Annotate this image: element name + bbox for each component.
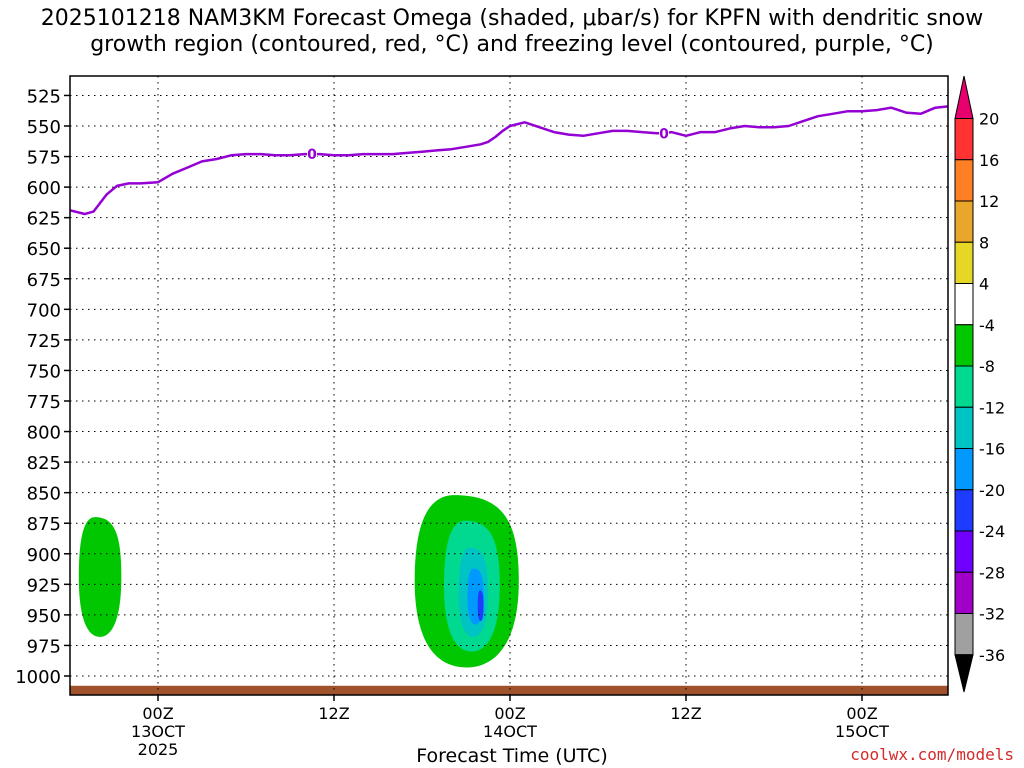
plot-frame xyxy=(69,75,949,696)
x-tick-label: 13OCT xyxy=(131,722,185,741)
colorbar-label: -32 xyxy=(979,605,1005,624)
colorbar-segment xyxy=(954,159,974,202)
colorbar-segment xyxy=(954,571,974,614)
y-tick-label: 675 xyxy=(27,270,61,291)
colorbar-segment xyxy=(954,241,974,284)
y-tick-label: 725 xyxy=(27,331,61,352)
colorbar-label: -4 xyxy=(979,316,995,335)
colorbar-segment xyxy=(954,489,974,532)
colorbar-label: 12 xyxy=(979,192,999,211)
x-tick-label: 00Z xyxy=(846,704,877,723)
y-tick-label: 1000 xyxy=(15,667,61,688)
y-tick-label: 850 xyxy=(27,484,61,505)
colorbar-label: -28 xyxy=(979,563,1005,582)
colorbar-label: -20 xyxy=(979,481,1005,500)
x-axis-label: Forecast Time (UTC) xyxy=(416,745,608,767)
freezing-level-label-bg xyxy=(659,125,669,142)
colorbar-segment xyxy=(954,75,974,119)
colorbar-segment xyxy=(954,448,974,491)
y-tick-label: 550 xyxy=(27,117,61,138)
colorbar-segment xyxy=(954,654,974,693)
x-tick-label: 00Z xyxy=(494,704,525,723)
y-tick-label: 625 xyxy=(27,209,61,230)
y-tick-label: 950 xyxy=(27,606,61,627)
y-tick-label: 525 xyxy=(27,86,61,107)
freezing-level-line xyxy=(69,105,949,216)
x-tick-label: 15OCT xyxy=(835,722,889,741)
freezing-level-label: 0 xyxy=(659,126,669,142)
colorbar-segment xyxy=(954,200,974,243)
y-tick-label: 700 xyxy=(27,300,61,321)
colorbar-segment xyxy=(954,406,974,449)
x-tick-label: 12Z xyxy=(318,704,349,723)
colorbar-label: 16 xyxy=(979,151,999,170)
y-tick-label: 600 xyxy=(27,178,61,199)
y-tick-label: 750 xyxy=(27,361,61,382)
y-tick-label: 825 xyxy=(27,453,61,474)
y-tick-label: 900 xyxy=(27,545,61,566)
y-tick-label: 875 xyxy=(27,514,61,535)
credit-link[interactable]: coolwx.com/models xyxy=(850,745,1014,764)
y-tick-label: 650 xyxy=(27,239,61,260)
y-tick-label: 925 xyxy=(27,575,61,596)
y-tick-label: 575 xyxy=(27,148,61,169)
chart-title: 2025101218 NAM3KM Forecast Omega (shaded… xyxy=(0,6,1024,58)
x-tick-label: 14OCT xyxy=(483,722,537,741)
main-lift-region-level-20 xyxy=(477,590,484,621)
x-tick-label: 12Z xyxy=(670,704,701,723)
colorbar-segment xyxy=(954,324,974,367)
y-tick-label: 800 xyxy=(27,423,61,444)
colorbar-label: 20 xyxy=(979,110,999,129)
y-tick-label: 775 xyxy=(27,392,61,413)
colorbar-segment xyxy=(954,118,974,161)
colorbar-label: -8 xyxy=(979,357,995,376)
colorbar-label: -16 xyxy=(979,440,1005,459)
colorbar-label: -12 xyxy=(979,398,1005,417)
chart-title-line-2: growth region (contoured, red, °C) and f… xyxy=(90,32,934,57)
colorbar-label: -36 xyxy=(979,646,1005,665)
colorbar-label: 8 xyxy=(979,233,989,252)
colorbar-label: -24 xyxy=(979,522,1005,541)
chart-title-line-1: 2025101218 NAM3KM Forecast Omega (shaded… xyxy=(40,6,984,31)
early-lift-region-level-4 xyxy=(78,517,122,637)
colorbar-segment xyxy=(954,283,974,326)
x-tick-label: 00Z xyxy=(142,704,173,723)
colorbar-segment xyxy=(954,530,974,573)
colorbar-segment xyxy=(954,613,974,656)
freezing-level-label: 0 xyxy=(307,147,317,163)
y-tick-label: 975 xyxy=(27,636,61,657)
freezing-level-label-bg xyxy=(307,146,317,163)
colorbar-segment xyxy=(954,365,974,408)
x-tick-label: 2025 xyxy=(138,740,179,759)
terrain-band xyxy=(70,685,948,695)
colorbar-label: 4 xyxy=(979,275,989,294)
